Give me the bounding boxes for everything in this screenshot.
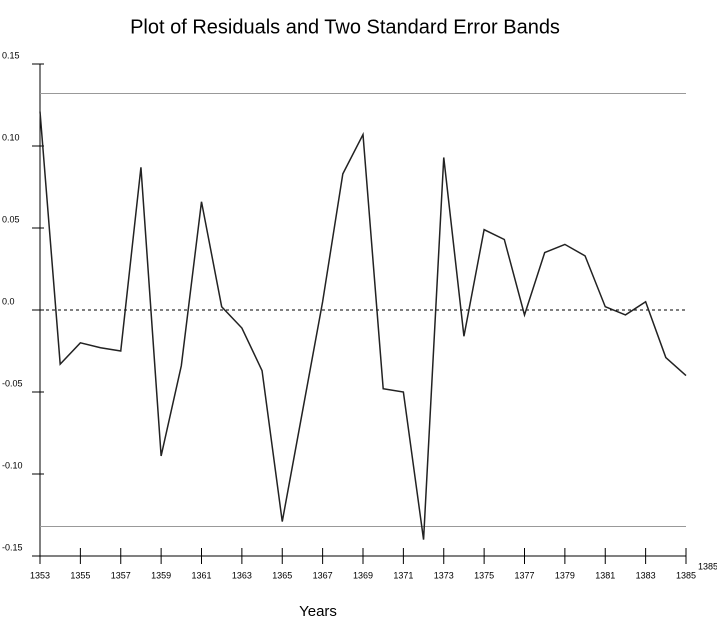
page: {"chart_data": { "type": "line", "title"…	[0, 0, 717, 623]
chart: Plot of Residuals and Two Standard Error…	[0, 0, 717, 623]
y-tick-label: 0.0	[2, 296, 15, 306]
y-tick-label: 0.05	[2, 214, 20, 224]
y-tick-label: 0.10	[2, 132, 20, 142]
x-tick-label: 1369	[353, 570, 373, 580]
residual-line	[40, 112, 686, 540]
x-tick-label: 1367	[313, 570, 333, 580]
x-tick-label: 1375	[474, 570, 494, 580]
x-tick-label: 1381	[595, 570, 615, 580]
chart-title: Plot of Residuals and Two Standard Error…	[130, 16, 560, 38]
y-tick-label: -0.15	[2, 542, 23, 552]
x-tick-label: 1361	[191, 570, 211, 580]
x-tick-label: 1383	[636, 570, 656, 580]
x-tick-label: 1373	[434, 570, 454, 580]
x-tick-label: 1355	[70, 570, 90, 580]
x-tick-label: 1363	[232, 570, 252, 580]
x-end-label: 1385	[698, 561, 717, 571]
x-tick-label: 1385	[676, 570, 696, 580]
y-tick-label: 0.15	[2, 50, 20, 60]
x-axis-label: Years	[299, 603, 337, 620]
x-tick-label: 1377	[514, 570, 534, 580]
y-tick-label: -0.05	[2, 378, 23, 388]
x-tick-label: 1371	[393, 570, 413, 580]
x-tick-label: 1359	[151, 570, 171, 580]
y-tick-label: -0.10	[2, 460, 23, 470]
x-tick-label: 1365	[272, 570, 292, 580]
x-tick-label: 1353	[30, 570, 50, 580]
x-tick-label: 1379	[555, 570, 575, 580]
x-tick-label: 1357	[111, 570, 131, 580]
